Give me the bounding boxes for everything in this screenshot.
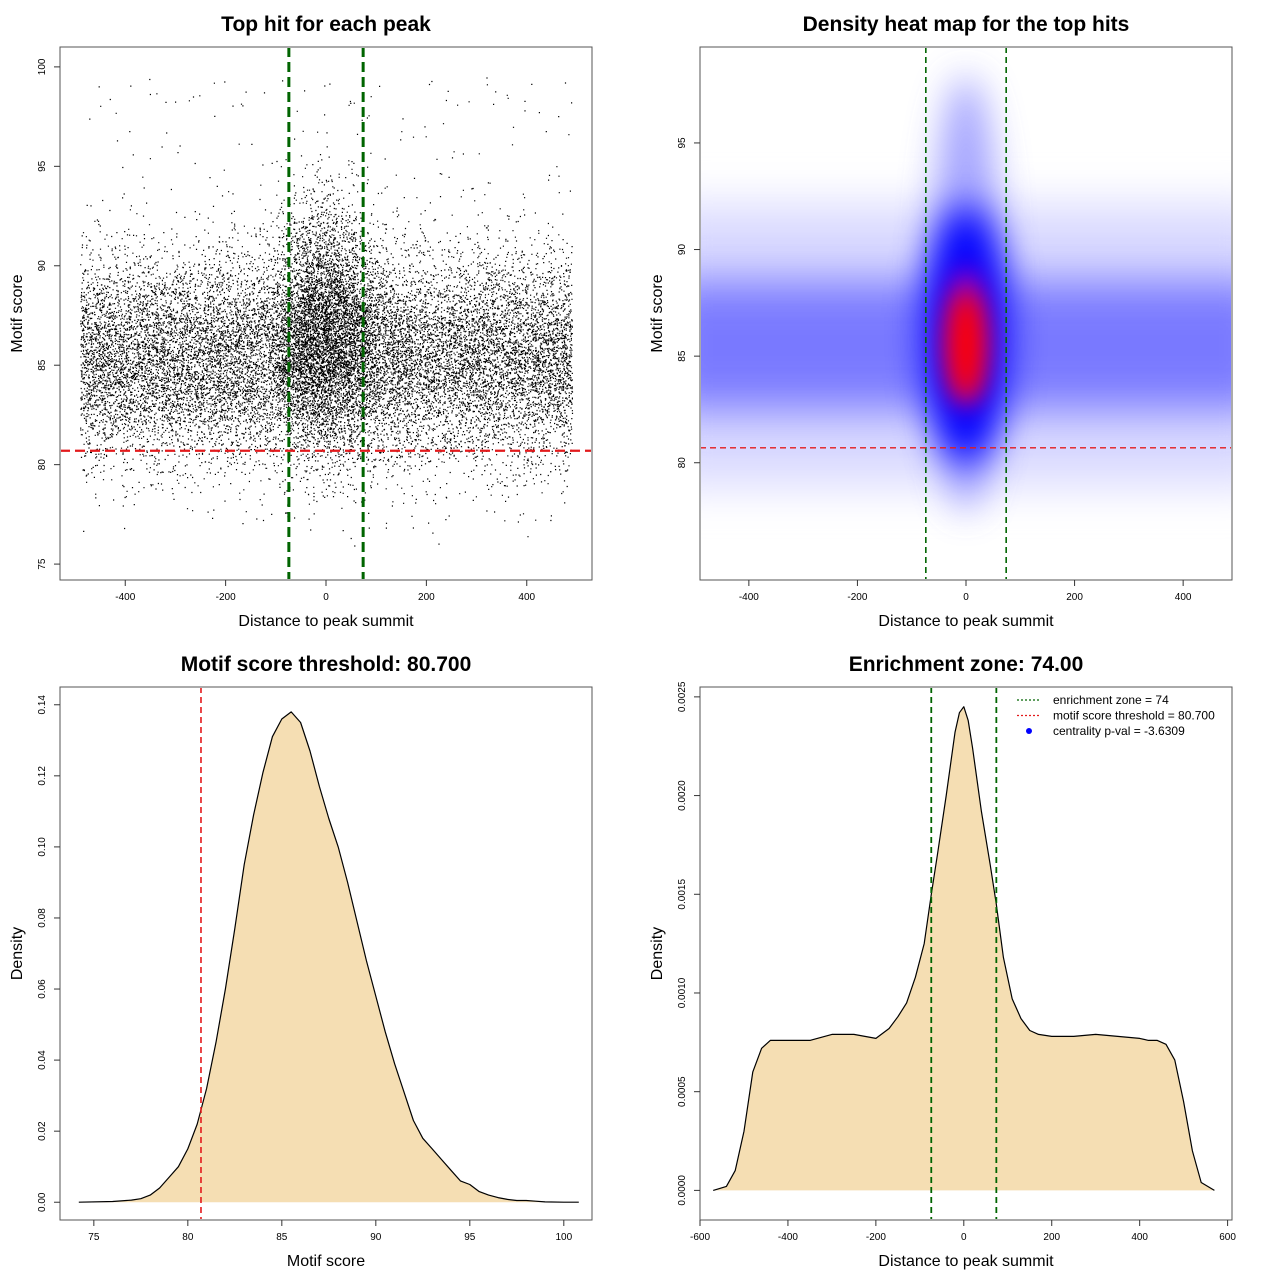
score_density-frame — [59, 686, 593, 1221]
scatter-x-tick-label: -400 — [115, 592, 135, 603]
distance_density-plot — [713, 688, 1215, 1219]
score_density-plot — [78, 688, 579, 1219]
score_density-y-tick-label: 0.10 — [37, 837, 48, 857]
distance_density-x-tick-label: 200 — [1043, 1232, 1060, 1243]
distance_density-y-tick-label: 0.0025 — [677, 681, 688, 712]
score_density-area — [78, 711, 579, 1203]
score_density-y-tick-label: 0.08 — [37, 908, 48, 928]
score_density-x-tick-label: 95 — [464, 1232, 476, 1243]
score_density-y-axis-label: Density — [9, 927, 26, 980]
scatter-x-tick-label: 200 — [418, 592, 435, 603]
distance_density-x-tick-label: -600 — [690, 1232, 710, 1243]
distance_density-x-tick-label: -200 — [866, 1232, 886, 1243]
score_density-x-tick-label: 90 — [370, 1232, 382, 1243]
legend: enrichment zone = 74 motif score threshol… — [1017, 693, 1215, 738]
score_density-curve — [78, 711, 579, 1203]
heatmap-x-tick-label: -200 — [847, 592, 867, 603]
score_density-y-tick-label: 0.04 — [37, 1050, 48, 1070]
scatter-points — [61, 48, 591, 579]
scatter-y-tick-label: 80 — [37, 459, 48, 471]
heatmap-axes: -400 -200 0 200 400 80 85 90 95 Density heat map … — [649, 13, 1233, 630]
score_density-y-tick-label: 0.06 — [37, 979, 48, 999]
heatmap-x-tick-label: 0 — [963, 592, 969, 603]
scatter-x-tick-label: 400 — [518, 592, 535, 603]
distance_density-y-axis-label: Density — [649, 927, 666, 980]
score_density-y-tick-label: 0.02 — [37, 1121, 48, 1141]
scatter-y-tick-label: 95 — [37, 160, 48, 172]
score_density-y-tick-label: 0.12 — [37, 766, 48, 786]
score_density-x-tick-label: 80 — [182, 1232, 194, 1243]
distance_density-x-tick-label: 600 — [1219, 1232, 1236, 1243]
distance_density-area — [713, 706, 1215, 1191]
legend-item: centrality p-val = -3.6309 — [1026, 724, 1185, 738]
heatmap-y-tick-label: 95 — [677, 137, 688, 149]
distance_density-x-tick-label: 0 — [961, 1232, 967, 1243]
score_density-y-tick-label: 0.00 — [37, 1192, 48, 1212]
distance_density-x-axis-label: Distance to peak summit — [878, 1253, 1054, 1270]
scatter-x-axis-label: Distance to peak summit — [238, 613, 414, 630]
scatter-point-cloud — [80, 77, 574, 547]
score_density-axes: 75 80 85 90 95 100 0.00 0.02 0.04 0.06 0.08 0.10 0.1… — [9, 653, 593, 1270]
scatter-y-tick-label: 85 — [37, 359, 48, 371]
heatmap-y-tick-label: 80 — [677, 457, 688, 469]
heatmap-y-tick-label: 90 — [677, 244, 688, 256]
scatter-y-tick-label: 100 — [37, 58, 48, 75]
heatmap-x-tick-label: 400 — [1175, 592, 1192, 603]
score_density-title: Motif score threshold: 80.700 — [181, 653, 472, 676]
legend-label: enrichment zone = 74 — [1053, 693, 1169, 707]
distance_density-axes: -600 -400 -200 0 200 400 600 0.0000 0.0005 0.0010… — [649, 653, 1236, 1270]
scatter-y-tick-label: 75 — [37, 558, 48, 570]
score_density-x-tick-label: 75 — [88, 1232, 100, 1243]
score_density-y-tick-label: 0.14 — [37, 695, 48, 715]
scatter-y-axis-label: Motif score — [9, 274, 26, 352]
distance_density-y-tick-label: 0.0005 — [677, 1076, 688, 1107]
scatter-x-tick-label: 0 — [323, 592, 329, 603]
heatmap-y-axis-label: Motif score — [649, 274, 666, 352]
legend-label: motif score threshold = 80.700 — [1053, 709, 1215, 723]
distance_density-curve — [713, 706, 1215, 1191]
distance_density-frame — [699, 686, 1233, 1221]
score_density-x-axis-label: Motif score — [287, 1253, 365, 1270]
legend-point-marker — [1026, 728, 1032, 734]
distance_density-x-tick-label: 400 — [1131, 1232, 1148, 1243]
scatter-axes: -400 -200 0 200 400 75 80 85 90 95 100 Top hit for … — [9, 13, 593, 630]
heatmap-field — [701, 48, 1231, 579]
distance_density-x-tick-label: -400 — [778, 1232, 798, 1243]
distance_density-title: Enrichment zone: 74.00 — [849, 653, 1084, 676]
distance_density-y-tick-label: 0.0020 — [677, 780, 688, 811]
scatter-y-tick-label: 90 — [37, 260, 48, 272]
distance_density-y-tick-label: 0.0010 — [677, 977, 688, 1008]
heatmap-x-tick-label: 200 — [1066, 592, 1083, 603]
distance_density-y-tick-label: 0.0000 — [677, 1175, 688, 1206]
legend-label: centrality p-val = -3.6309 — [1053, 724, 1185, 738]
scatter-title: Top hit for each peak — [221, 13, 431, 36]
score_density-x-tick-label: 100 — [555, 1232, 572, 1243]
legend-item: motif score threshold = 80.700 — [1017, 709, 1215, 723]
heatmap-title: Density heat map for the top hits — [803, 13, 1130, 36]
legend-item: enrichment zone = 74 — [1017, 693, 1169, 707]
heatmap-core — [948, 290, 984, 400]
score_density-x-tick-label: 85 — [276, 1232, 288, 1243]
heatmap-x-tick-label: -400 — [739, 592, 759, 603]
heatmap-y-tick-label: 85 — [677, 350, 688, 362]
distance_density-y-tick-label: 0.0015 — [677, 879, 688, 910]
scatter-x-tick-label: -200 — [216, 592, 236, 603]
heatmap-x-axis-label: Distance to peak summit — [878, 613, 1054, 630]
